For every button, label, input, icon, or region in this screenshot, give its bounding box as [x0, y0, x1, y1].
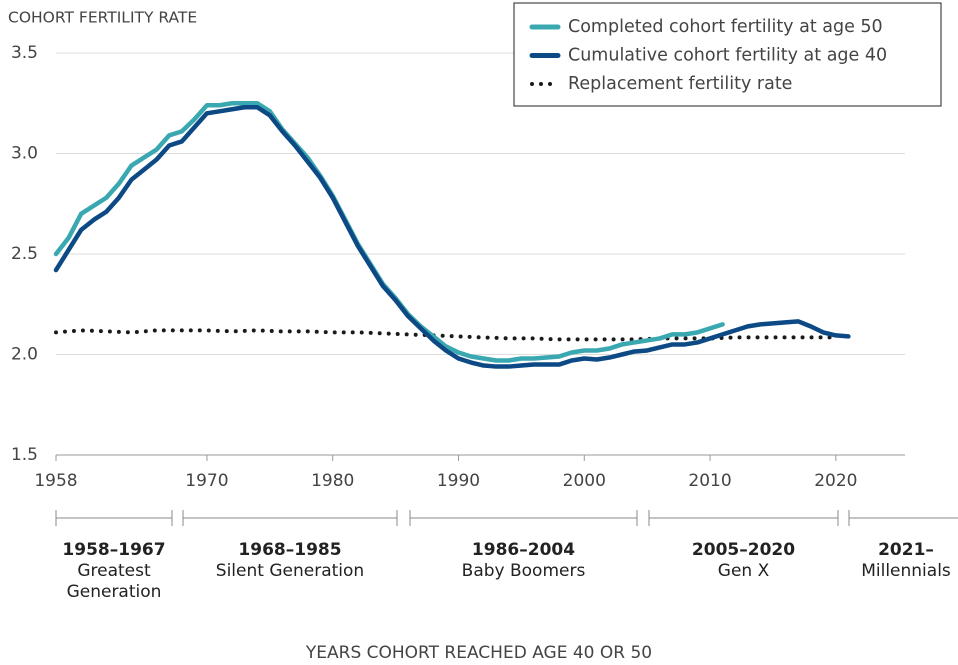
y-axis-title: COHORT FERTILITY RATE	[8, 9, 197, 27]
generation-name: Silent Generation	[215, 561, 365, 581]
generation-name: Millennials	[861, 561, 951, 581]
x-tick-label: 1980	[311, 471, 354, 491]
x-tick-label: 1990	[437, 471, 480, 491]
generation-name: Greatest Generation	[66, 561, 162, 602]
generation-label: 2021– Millennials	[846, 540, 958, 582]
generation-label: 2005–2020 Gen X	[664, 540, 824, 582]
generation-name: Gen X	[717, 561, 770, 581]
generation-range: 1968–1985	[238, 540, 342, 560]
legend-label: Cumulative cohort fertility at age 40	[568, 46, 887, 66]
generation-label: 1986–2004 Baby Boomers	[404, 540, 644, 582]
generation-range: 1958–1967	[62, 540, 166, 560]
generation-name: Baby Boomers	[461, 561, 586, 581]
y-tick-label: 2.0	[11, 345, 38, 365]
legend-label: Replacement fertility rate	[568, 74, 792, 94]
legend-label: Completed cohort fertility at age 50	[568, 17, 883, 37]
y-tick-label: 3.0	[11, 144, 38, 164]
x-tick-label: 1958	[34, 471, 77, 491]
x-tick-label: 2000	[563, 471, 606, 491]
legend-box	[513, 2, 942, 107]
generation-range: 1986–2004	[471, 540, 576, 560]
generation-range: 2021–	[878, 540, 934, 560]
y-tick-label: 1.5	[11, 445, 38, 465]
generation-range: 2005–2020	[691, 540, 796, 560]
x-tick-label: 1970	[185, 471, 228, 491]
generation-label: 1968–1985 Silent Generation	[190, 540, 390, 582]
x-tick-label: 2010	[688, 471, 731, 491]
series-line	[53, 101, 725, 363]
y-tick-label: 2.5	[11, 244, 38, 264]
x-tick-label: 2020	[814, 471, 857, 491]
y-tick-label: 3.5	[11, 43, 38, 63]
x-axis-title: YEARS COHORT REACHED AGE 40 OR 50	[305, 643, 652, 663]
generation-label: 1958–1967 Greatest Generation	[49, 540, 179, 603]
series-line	[53, 105, 851, 369]
